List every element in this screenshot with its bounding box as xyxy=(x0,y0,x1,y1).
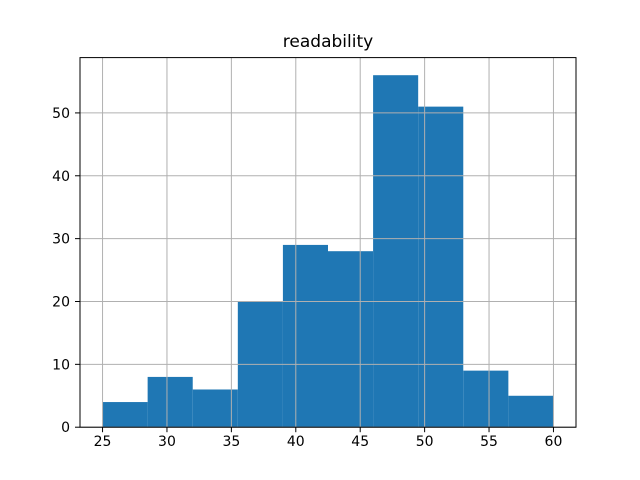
y-tick-label: 20 xyxy=(52,294,70,310)
x-tick-label: 45 xyxy=(351,434,369,450)
histogram-bar xyxy=(463,370,509,428)
y-tick-label: 30 xyxy=(52,232,70,248)
chart-title: readability xyxy=(282,32,374,52)
x-tick-label: 30 xyxy=(158,434,176,450)
histogram-bar xyxy=(192,389,238,428)
histogram-bar xyxy=(147,376,193,428)
histogram-bar xyxy=(418,106,464,428)
x-tick-label: 40 xyxy=(287,434,305,450)
axes-spines xyxy=(79,57,577,428)
histogram-bar xyxy=(508,395,554,428)
x-tick-label: 55 xyxy=(480,434,498,450)
histogram-bar xyxy=(102,402,148,428)
histogram-bar xyxy=(373,75,419,428)
x-tick-label: 50 xyxy=(416,434,434,450)
x-tick-label: 60 xyxy=(545,434,563,450)
histogram-bar xyxy=(282,244,328,428)
histogram-bar xyxy=(328,251,374,428)
y-tick-label: 50 xyxy=(52,106,70,122)
y-tick-label: 10 xyxy=(52,357,70,373)
y-tick-label: 0 xyxy=(61,420,70,436)
y-tick-label: 40 xyxy=(52,169,70,185)
x-tick-label: 35 xyxy=(222,434,240,450)
x-tick-label: 25 xyxy=(94,434,112,450)
